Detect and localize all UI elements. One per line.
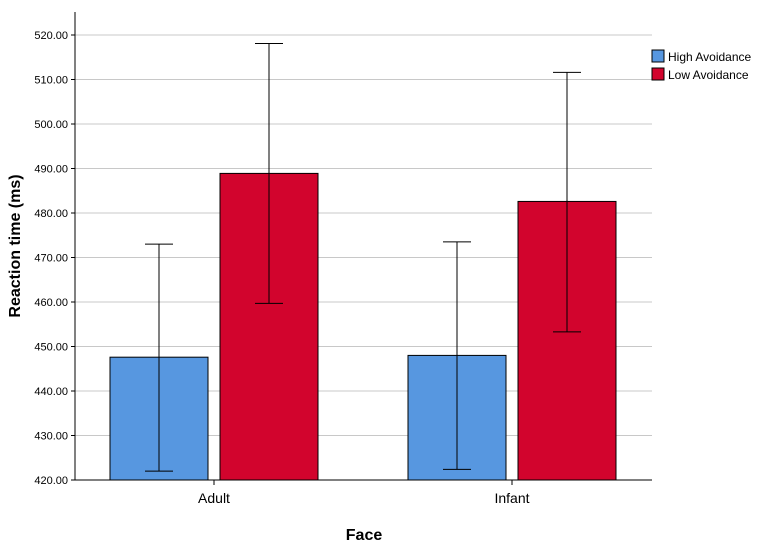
legend-swatch-high-avoidance [651, 49, 665, 63]
bars [109, 172, 617, 481]
y-tick-label: 510.00 [34, 75, 68, 87]
x-axis-ticks: Adult Infant [198, 480, 530, 506]
y-tick-label: 480.00 [34, 208, 68, 220]
y-tick-label: 470.00 [34, 253, 68, 265]
x-tick-label-adult: Adult [198, 490, 230, 506]
y-tick-label: 460.00 [34, 297, 68, 309]
y-tick-label: 430.00 [34, 431, 68, 443]
legend-label-low-avoidance: Low Avoidance [668, 68, 749, 82]
x-tick-label-infant: Infant [494, 490, 529, 506]
y-tick-label: 490.00 [34, 164, 68, 176]
legend-label-high-avoidance: High Avoidance [668, 50, 752, 64]
error-bars [145, 42, 581, 472]
y-tick-label: 450.00 [34, 342, 68, 354]
x-axis-title: Face [346, 527, 383, 544]
legend-swatch-low-avoidance [651, 67, 665, 81]
y-tick-label: 500.00 [34, 119, 68, 131]
y-tick-label: 440.00 [34, 386, 68, 398]
y-axis-ticks: 420.00 430.00 440.00 450.00 460.00 470.00 480.… [34, 30, 75, 487]
y-tick-label: 520.00 [34, 30, 68, 42]
y-axis-title: Reaction time (ms) [7, 174, 24, 317]
y-tick-label: 420.00 [34, 475, 68, 487]
legend: High Avoidance Low Avoidance [651, 49, 752, 82]
